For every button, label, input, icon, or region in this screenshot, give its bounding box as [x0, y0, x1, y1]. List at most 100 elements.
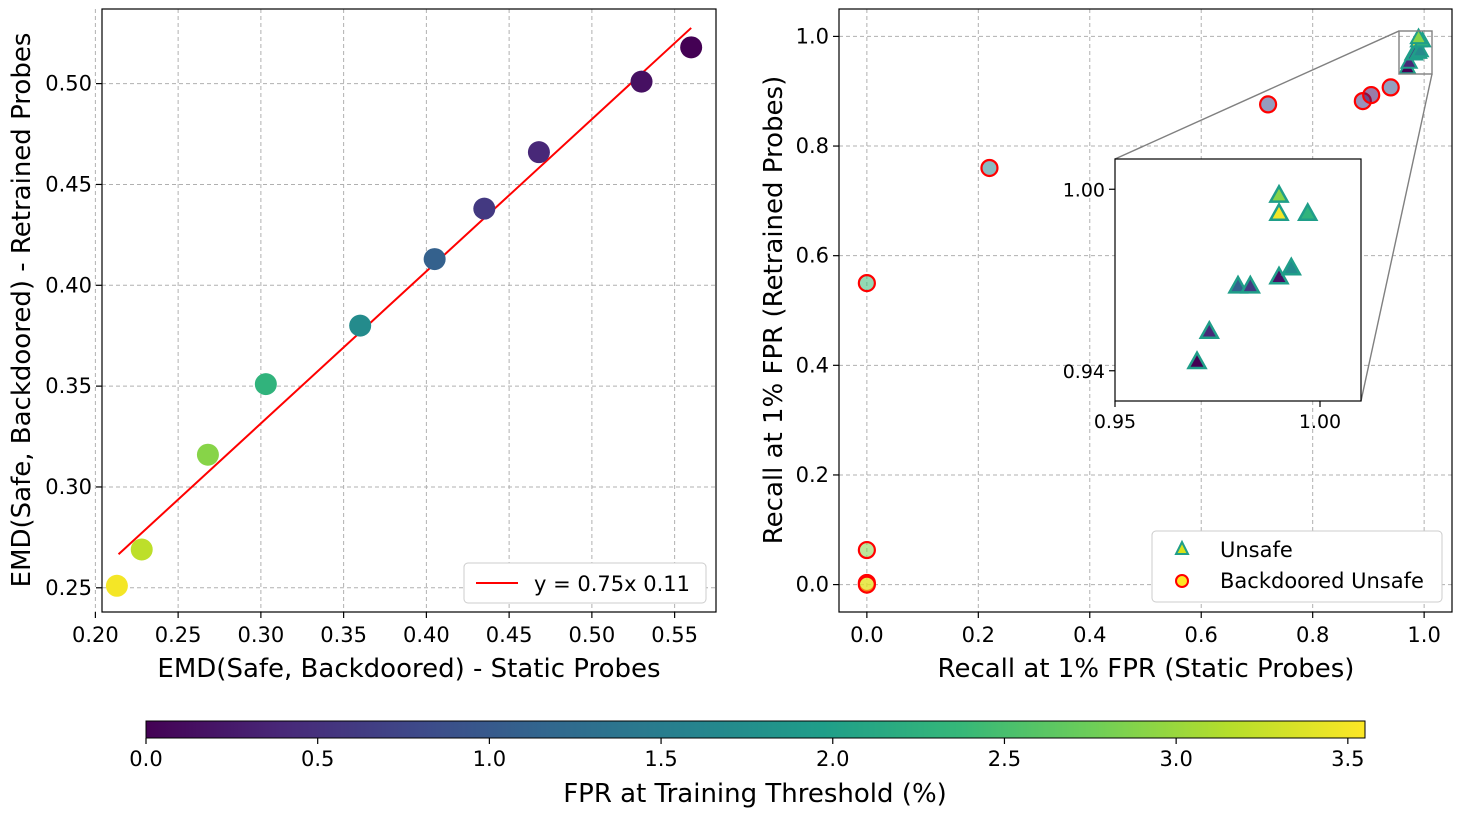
right-axes-frame [838, 8, 1453, 613]
inset-unsafe-point [1268, 183, 1290, 203]
backdoored-unsafe-point [1381, 78, 1400, 97]
left-x-tick-label: 0.25 [155, 623, 202, 647]
inset-unsafe-point [1239, 274, 1261, 294]
colorbar-tick-label: 3.0 [1159, 747, 1192, 771]
inset-unsafe-point [1186, 350, 1208, 370]
right-legend: Unsafe Backdoored Unsafe [1151, 530, 1443, 603]
legend-triangle-marker [1174, 539, 1190, 555]
colorbar-tick-label: 3.5 [1331, 747, 1364, 771]
legend-label-backdoored-unsafe: Backdoored Unsafe [1220, 569, 1424, 593]
inset-y-ticks: 0.94 1.00 [1063, 179, 1115, 383]
left-fit-line [117, 27, 692, 556]
right-chart: 0.0 0.2 0.4 0.6 0.8 1.0 0.0 0.2 0.4 0.6 0.8 1.0 0.… [759, 8, 1453, 684]
colorbar-tick-label: 2.0 [816, 747, 849, 771]
legend-circle-marker [1175, 574, 1189, 588]
inset-axes: 0.95 1.00 0.94 1.00 [1063, 158, 1362, 433]
inset-frame [1114, 158, 1362, 402]
left-y-tick-label: 0.45 [45, 172, 92, 196]
unsafe-point [1410, 40, 1430, 58]
inset-x-ticks: 0.95 1.00 [1094, 401, 1341, 433]
left-x-tick-label: 0.50 [568, 623, 615, 647]
inset-y-tick-label: 1.00 [1063, 179, 1105, 201]
left-y-tick-label: 0.40 [45, 273, 92, 297]
left-data-point [630, 70, 653, 93]
left-data-point [349, 314, 372, 337]
right-x-tick-label: 0.0 [850, 623, 883, 647]
colorbar-tick-label: 0.5 [301, 747, 334, 771]
left-data-point [130, 538, 153, 561]
left-legend-label: y = 0.75x 0.11 [534, 572, 690, 596]
inset-unsafe-point [1227, 274, 1249, 294]
inset-connector-lines [1114, 30, 1433, 402]
regression-line [117, 27, 692, 556]
inset-x-tick-label: 0.95 [1094, 411, 1136, 433]
backdoored-unsafe-point [857, 575, 876, 594]
inset-points [1186, 183, 1319, 370]
colorbar-tick-label: 0.0 [129, 747, 162, 771]
left-y-tick-label: 0.30 [45, 475, 92, 499]
left-legend-box [463, 562, 707, 604]
inset-connector-lower [1360, 73, 1433, 402]
backdoored-unsafe-point [1362, 85, 1381, 105]
colorbar-tick-label: 1.5 [644, 747, 677, 771]
colorbar-ticks: 0.0 0.5 1.0 1.5 2.0 2.5 3.0 3.5 [129, 738, 1365, 771]
left-data-point [105, 574, 128, 597]
inset-y-tick-label: 0.94 [1063, 361, 1105, 383]
left-data-point [473, 197, 496, 220]
unsafe-point [1399, 52, 1419, 69]
inset-unsafe-point [1268, 201, 1290, 221]
legend-label-unsafe: Unsafe [1220, 538, 1293, 562]
left-y-tick-label: 0.35 [45, 374, 92, 398]
right-y-tick-label: 1.0 [796, 24, 829, 48]
left-chart: 0.20 0.25 0.30 0.35 0.40 0.45 0.50 0.55 0.25 0.3… [7, 8, 717, 684]
right-legend-box [1151, 530, 1443, 603]
inset-connector-upper [1114, 30, 1400, 160]
left-data-point [254, 373, 277, 396]
right-y-tick-label: 0.8 [796, 134, 829, 158]
inset-unsafe-point [1198, 319, 1220, 339]
left-data-point [423, 248, 446, 271]
right-y-tick-label: 0.6 [796, 244, 829, 268]
right-x-axis-label: Recall at 1% FPR (Static Probes) [938, 654, 1355, 684]
left-y-tick-label: 0.50 [45, 72, 92, 96]
right-x-tick-label: 0.4 [1073, 623, 1106, 647]
left-x-tick-label: 0.35 [320, 623, 367, 647]
left-y-tick-label: 0.25 [45, 576, 92, 600]
inset-unsafe-point [1297, 201, 1319, 221]
inset-unsafe-point [1268, 265, 1290, 285]
left-data-point [196, 443, 219, 466]
right-x-ticks: 0.0 0.2 0.4 0.6 0.8 1.0 [850, 612, 1441, 647]
left-axes-frame [101, 8, 717, 613]
left-legend: y = 0.75x 0.11 [463, 562, 707, 604]
left-x-tick-label: 0.55 [651, 623, 698, 647]
colorbar-label: FPR at Training Threshold (%) [563, 779, 947, 809]
right-y-tick-label: 0.4 [796, 353, 829, 377]
right-x-tick-label: 0.6 [1185, 623, 1218, 647]
right-points [857, 27, 1432, 594]
left-x-tick-label: 0.45 [486, 623, 533, 647]
backdoored-unsafe-point [980, 158, 999, 178]
colorbar-gradient [145, 720, 1366, 739]
right-x-tick-label: 0.8 [1296, 623, 1329, 647]
right-y-tick-label: 0.2 [796, 463, 829, 487]
right-x-tick-label: 1.0 [1407, 623, 1440, 647]
left-x-tick-label: 0.30 [237, 623, 284, 647]
right-y-axis-label: Recall at 1% FPR (Retrained Probes) [759, 76, 789, 544]
unsafe-point [1409, 27, 1428, 45]
backdoored-unsafe-point [857, 540, 876, 560]
left-x-ticks: 0.20 0.25 0.30 0.35 0.40 0.45 0.50 0.55 [72, 612, 698, 647]
colorbar: 0.0 0.5 1.0 1.5 2.0 2.5 3.0 3.5 FPR at Training… [129, 720, 1366, 809]
backdoored-unsafe-point [1258, 95, 1278, 114]
left-data-point [527, 141, 550, 164]
left-data-point [680, 36, 703, 59]
right-y-tick-label: 0.0 [796, 573, 829, 597]
right-y-ticks: 0.0 0.2 0.4 0.6 0.8 1.0 [796, 24, 839, 597]
colorbar-tick-label: 2.5 [988, 747, 1021, 771]
inset-zoom-indicator [1398, 30, 1433, 75]
left-x-axis-label: EMD(Safe, Backdoored) - Static Probes [157, 654, 660, 684]
left-y-axis-label: EMD(Safe, Backdoored) - Retrained Probes [7, 33, 37, 588]
backdoored-unsafe-point [857, 273, 876, 293]
right-x-tick-label: 0.2 [962, 623, 995, 647]
left-x-tick-label: 0.20 [72, 623, 119, 647]
